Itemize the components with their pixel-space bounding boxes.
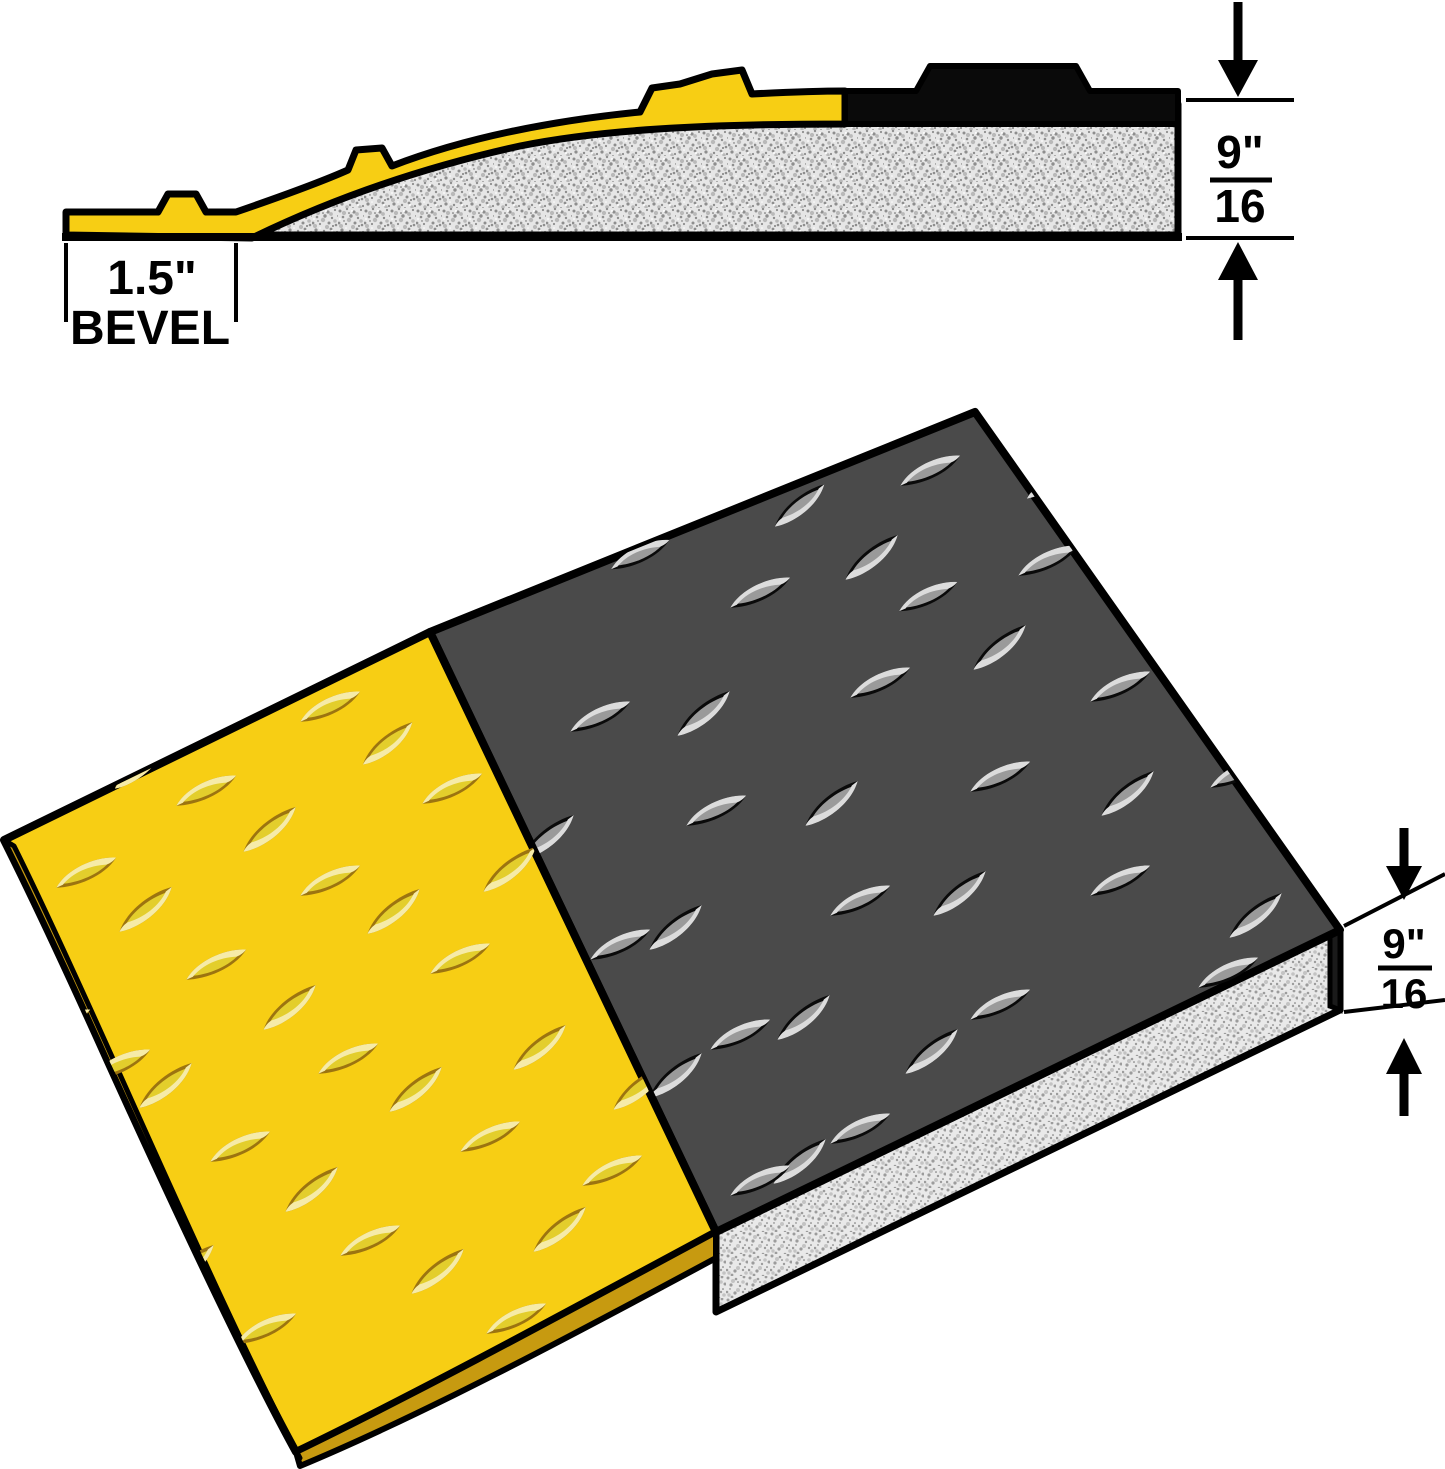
bevel-dimension: 1.5" BEVEL (64, 243, 238, 355)
extension-line-bottom-pv (1343, 998, 1445, 1014)
cross-section-group: 9" 16 1.5" BEVEL (62, 2, 1294, 355)
thickness-denominator-cs: 16 (1214, 180, 1265, 232)
perspective-mat-group: 9" 16 (0, 408, 1445, 1469)
thickness-dimension-perspective: 9" 16 (1343, 828, 1445, 1116)
arrow-head-up-icon-pv (1386, 1038, 1422, 1074)
arrow-head-up-icon (1218, 242, 1258, 280)
bevel-word-label: BEVEL (70, 302, 230, 355)
extension-line-top-pv (1343, 872, 1445, 928)
yellow-bevel-edge-band (293, 1229, 719, 1469)
thickness-dimension-cross-section: 9" 16 (1186, 2, 1294, 340)
thickness-numerator-pv: 9" (1382, 920, 1425, 967)
black-side-edge-right (1327, 926, 1343, 1014)
thickness-numerator-cs: 9" (1216, 126, 1263, 178)
thickness-denominator-pv: 16 (1381, 970, 1428, 1017)
arrow-head-down-icon (1218, 60, 1258, 97)
yellow-left-edge-band (1, 837, 303, 1461)
black-top-layer-cross-section (842, 63, 1181, 127)
arrow-head-down-icon-pv (1386, 866, 1422, 900)
bevel-width-label: 1.5" (107, 252, 196, 305)
yellow-top-layer-cross-section (62, 66, 849, 242)
